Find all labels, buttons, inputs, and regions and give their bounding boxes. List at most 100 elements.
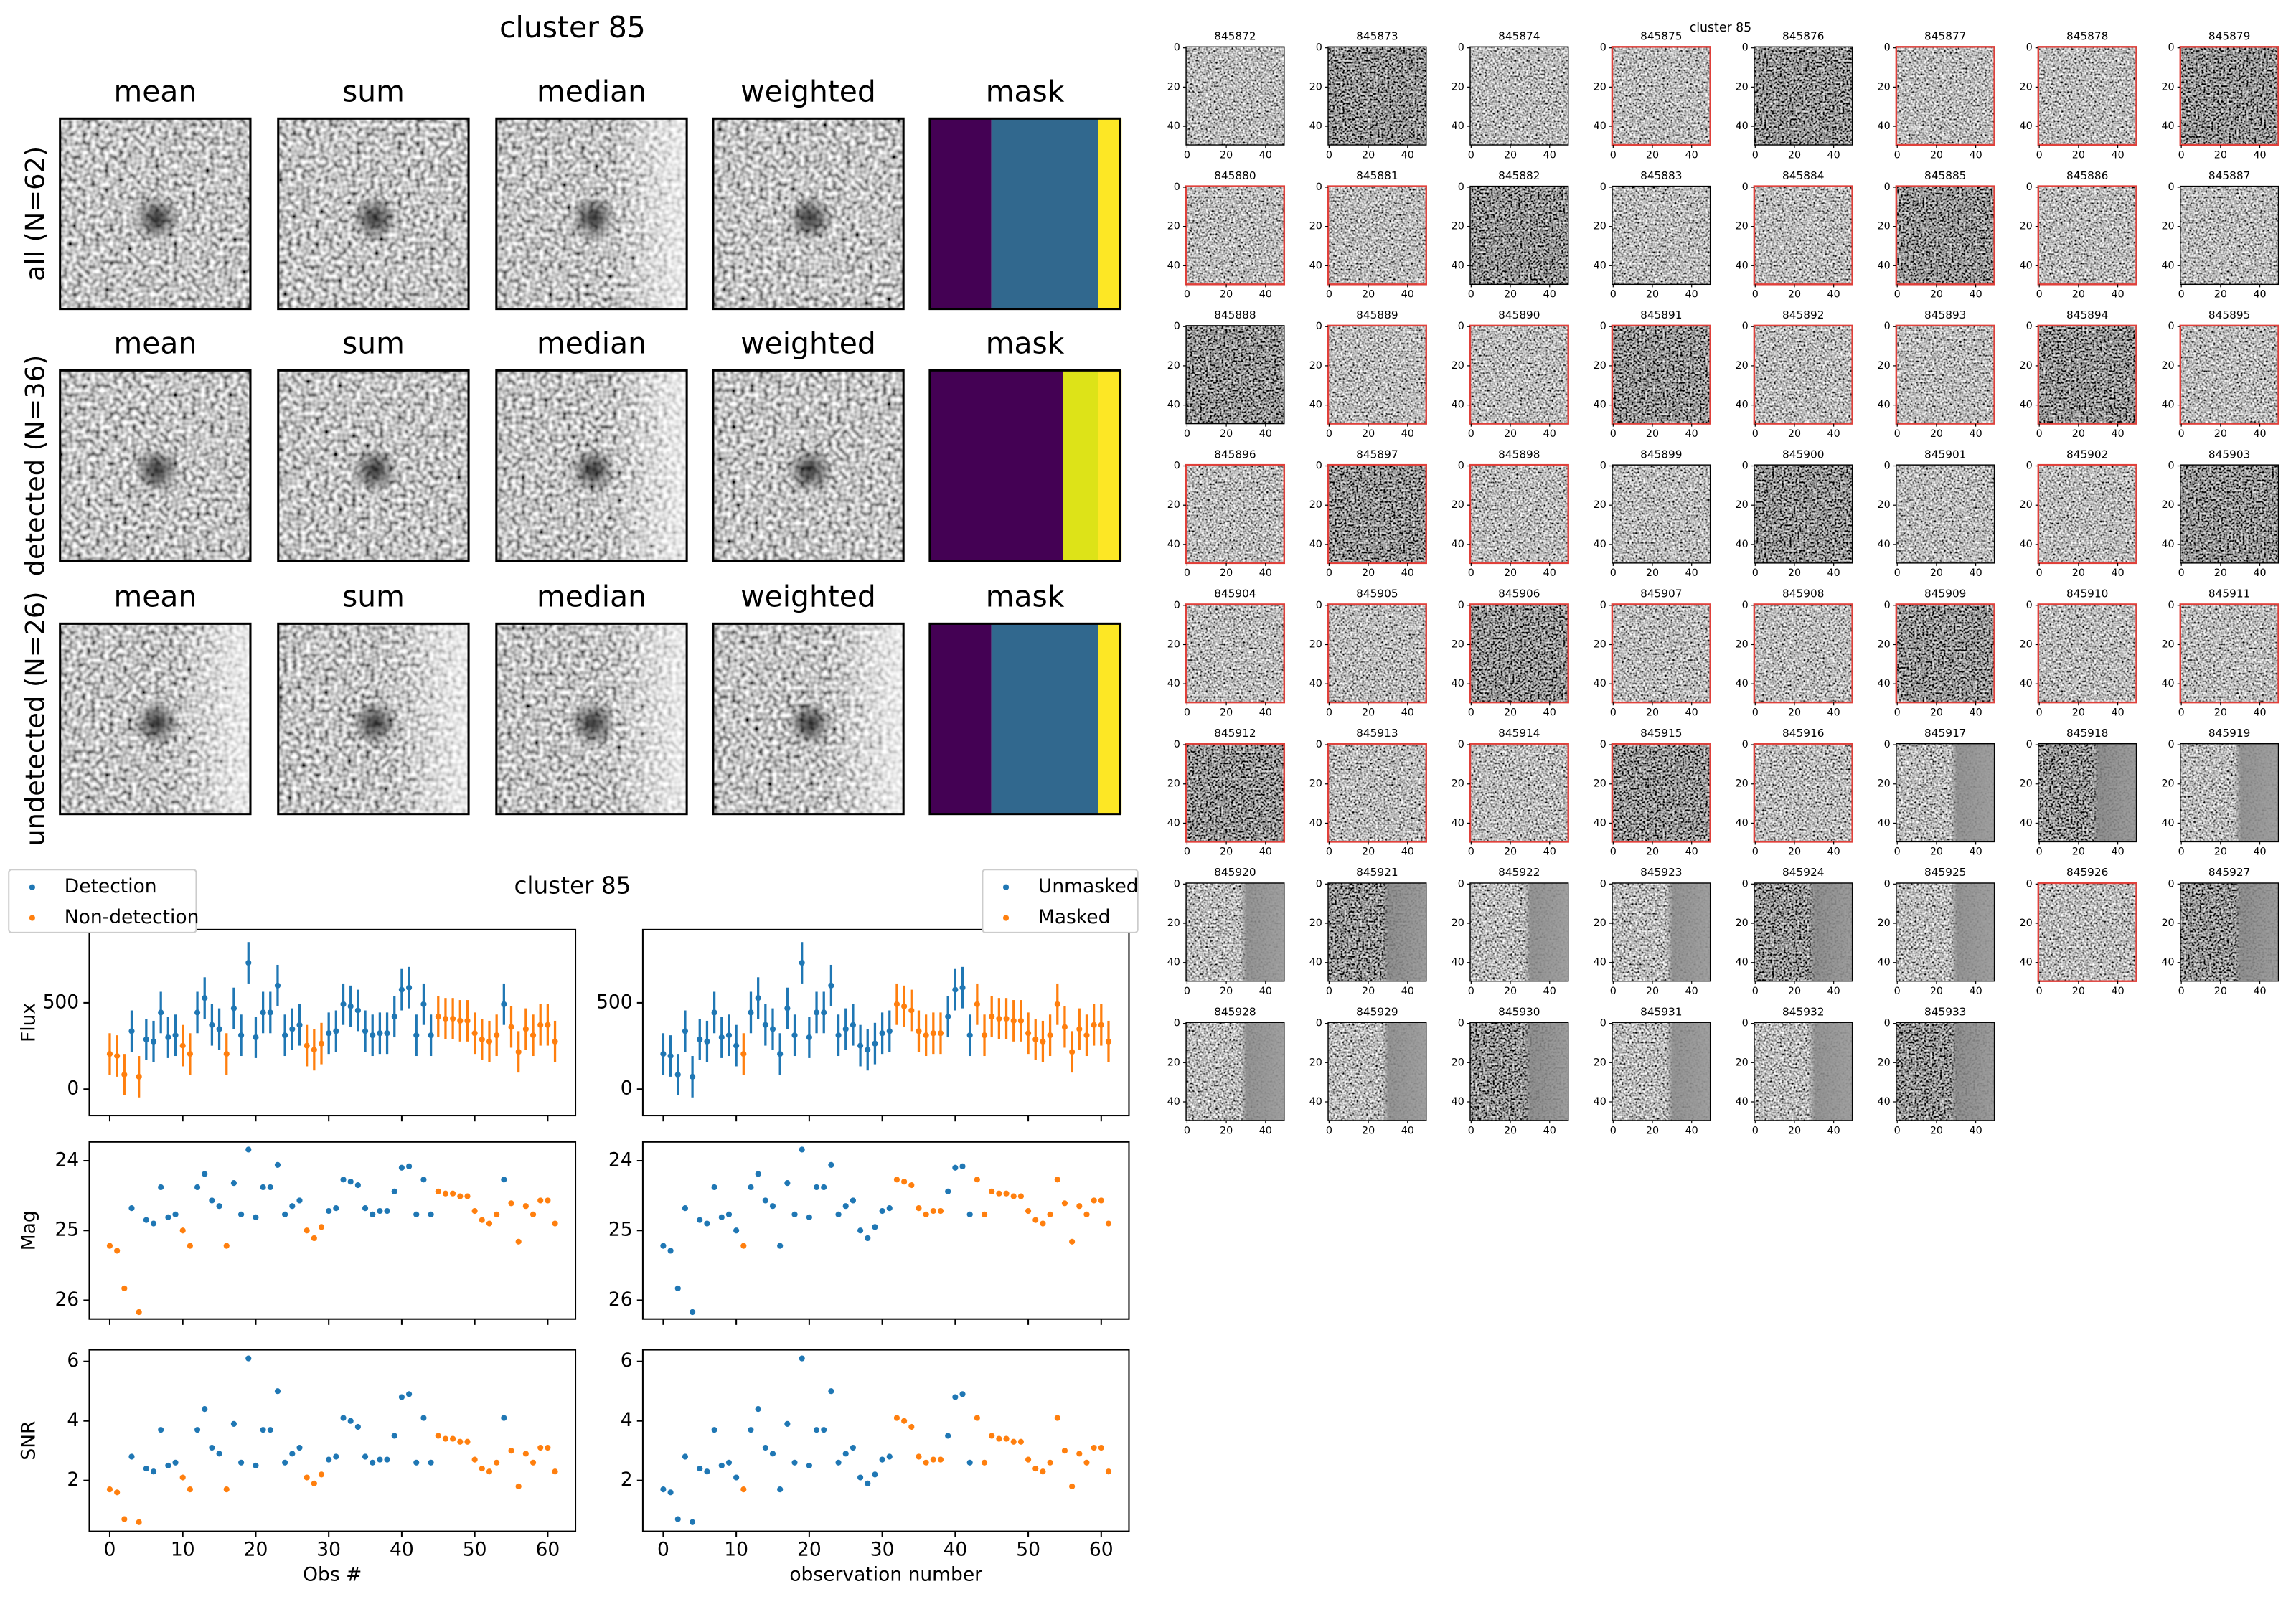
data-point [515, 1049, 522, 1055]
y-axis-label: Mag [17, 1210, 39, 1250]
x-tick-label: 50 [1016, 1539, 1040, 1561]
thumbnail-y-tick-label: 20 [1452, 499, 1464, 511]
thumbnail-x-tick-label: 20 [1646, 986, 1659, 997]
data-point [1091, 1197, 1097, 1204]
data-point [202, 995, 208, 1001]
thumbnail-x-tick-label: 20 [1220, 149, 1233, 161]
thumbnail-y-tick-label: 20 [1452, 81, 1464, 93]
thumbnail-image [1328, 465, 1426, 563]
thumbnail-x-tick-label: 20 [1362, 986, 1375, 997]
thumbnail-y-tick-label: 0 [1742, 1018, 1749, 1029]
data-point [289, 1203, 296, 1210]
data-point [304, 1227, 310, 1234]
thumbnail-frame [1753, 185, 1853, 286]
thumbnail-y-tick-label: 20 [1878, 638, 1891, 650]
data-point [347, 1179, 354, 1185]
thumbnail-label: 845892 [1782, 308, 1824, 321]
data-point [865, 1480, 871, 1486]
data-point [740, 1486, 747, 1493]
data-point [762, 1444, 768, 1451]
data-point [128, 1028, 135, 1034]
thumbnail-x-tick-label: 40 [1970, 428, 1982, 440]
data-point [930, 1207, 936, 1215]
thumbnail-label: 845890 [1498, 308, 1540, 321]
thumbnail-x-tick-label: 0 [1610, 1125, 1617, 1136]
thumbnail-x-tick-label: 20 [1788, 567, 1801, 579]
data-point [828, 1161, 834, 1168]
data-point [172, 1211, 179, 1217]
data-point [799, 1146, 805, 1153]
thumbnail-y-tick-label: 20 [1736, 1057, 1749, 1068]
data-point [289, 1026, 296, 1032]
thumbnail-label: 845922 [1498, 866, 1540, 879]
thumbnail-x-tick-label: 0 [2178, 149, 2185, 161]
thumbnail-label: 845875 [1640, 30, 1682, 43]
thumbnail-stripe [1469, 1022, 1568, 1121]
data-point [1010, 1438, 1017, 1445]
thumbnail-y-tick-label: 40 [1309, 260, 1322, 271]
data-point [537, 1022, 544, 1028]
image-frame [59, 117, 252, 311]
thumbnail-frame [1469, 603, 1569, 704]
data-point [755, 995, 761, 1001]
thumbnail-image [1612, 186, 1711, 285]
thumbnail-frame [1185, 46, 1285, 146]
thumbnail-label: 845885 [1924, 169, 1966, 182]
thumbnail-frame [1327, 603, 1427, 704]
thumbnail-y-tick-label: 20 [1878, 221, 1891, 232]
data-point [318, 1224, 325, 1230]
y-tick-label: 0 [67, 1078, 79, 1100]
column-title: mean [113, 580, 197, 614]
data-point [494, 1211, 500, 1217]
thumbnail-x-tick-label: 0 [1184, 847, 1190, 858]
thumbnail-frame [2180, 464, 2279, 564]
thumbnail-image [1469, 465, 1568, 563]
thumbnail-x-tick-label: 0 [2036, 986, 2043, 997]
thumbnail-frame [2179, 603, 2279, 704]
data-point [879, 1456, 885, 1463]
thumbnail-y-tick-label: 0 [1884, 182, 1891, 193]
column-title: mask [986, 580, 1065, 614]
data-point [872, 1471, 878, 1478]
data-point [725, 1459, 733, 1466]
thumbnail-x-tick-label: 0 [1468, 847, 1474, 858]
data-point [828, 982, 834, 989]
thumbnail-y-tick-label: 40 [1736, 400, 1749, 411]
thumbnail-x-tick-label: 40 [1259, 428, 1272, 440]
thumbnail-label: 845872 [1214, 30, 1256, 43]
thumbnail-label: 845888 [1214, 308, 1256, 321]
source-blob [133, 699, 181, 747]
thumbnail-frame [1327, 882, 1427, 982]
data-point [879, 1207, 885, 1215]
thumbnail-y-tick-label: 20 [1309, 499, 1322, 511]
data-point [435, 1014, 441, 1020]
thumbnail-x-tick-label: 40 [1543, 986, 1556, 997]
data-point [718, 1034, 725, 1041]
data-point [296, 1197, 303, 1204]
thumbnail-label: 845878 [2066, 30, 2108, 43]
thumbnail-x-tick-label: 40 [1259, 847, 1272, 858]
thumbnail-frame [1469, 742, 1569, 843]
thumbnail-x-tick-label: 40 [1259, 149, 1272, 161]
thumbnail-x-tick-label: 0 [1752, 567, 1759, 579]
data-point [522, 1026, 529, 1032]
thumbnail-x-tick-label: 20 [2072, 707, 2085, 718]
thumbnail-x-tick-label: 40 [1401, 847, 1414, 858]
data-point [179, 1227, 186, 1234]
thumbnail-y-tick-label: 40 [1594, 678, 1606, 689]
thumbnail-y-tick-label: 0 [1884, 461, 1891, 472]
data-point [545, 1022, 551, 1028]
data-point [725, 1211, 733, 1217]
data-point [981, 1032, 988, 1039]
column-title: median [537, 580, 646, 614]
thumbnail-y-tick-label: 40 [1452, 957, 1464, 968]
data-point [391, 1014, 397, 1020]
thumbnail-y-tick-label: 20 [1594, 499, 1606, 511]
data-point [1098, 1197, 1104, 1204]
thumbnail-y-tick-label: 20 [1594, 778, 1606, 790]
thumbnail-x-tick-label: 0 [2178, 428, 2185, 440]
thumbnail-y-tick-label: 0 [1316, 1018, 1322, 1029]
data-point [748, 1009, 754, 1016]
y-tick-label: 0 [621, 1078, 633, 1100]
